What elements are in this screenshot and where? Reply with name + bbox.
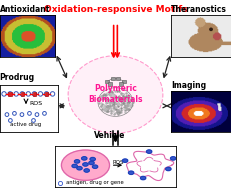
Circle shape [61,150,109,180]
Text: ROS: ROS [112,160,124,165]
Circle shape [128,171,134,174]
Bar [105,80,109,83]
Bar [8,92,12,96]
Circle shape [140,176,146,180]
Circle shape [90,157,95,161]
Circle shape [122,159,128,162]
Circle shape [83,163,88,166]
Bar [108,82,112,86]
Circle shape [72,164,77,168]
Bar [111,77,115,80]
Text: Oxidation-responsive Motifs: Oxidation-responsive Motifs [44,5,187,14]
Text: Theranostics: Theranostics [171,5,227,14]
Text: ROS: ROS [30,101,43,106]
Text: antigen, drug or gene: antigen, drug or gene [66,180,124,185]
Bar [116,77,120,80]
Circle shape [170,157,176,160]
Circle shape [77,167,82,170]
Circle shape [68,56,163,133]
Circle shape [84,169,89,172]
Text: Vehicle: Vehicle [94,131,125,140]
Text: Imaging: Imaging [171,81,206,90]
Text: Antioxidant: Antioxidant [0,5,50,14]
Bar [33,92,36,96]
Bar [45,92,48,96]
Text: Prodrug: Prodrug [0,73,35,81]
Circle shape [92,165,98,168]
Circle shape [166,167,171,171]
Bar [21,92,24,96]
Circle shape [82,157,87,160]
Circle shape [74,160,80,163]
Bar [119,82,123,86]
Text: active drug: active drug [10,122,42,127]
Text: Polymeric
Biomaterials: Polymeric Biomaterials [88,84,143,104]
Circle shape [89,161,94,165]
Circle shape [146,150,152,153]
Bar [122,80,126,83]
